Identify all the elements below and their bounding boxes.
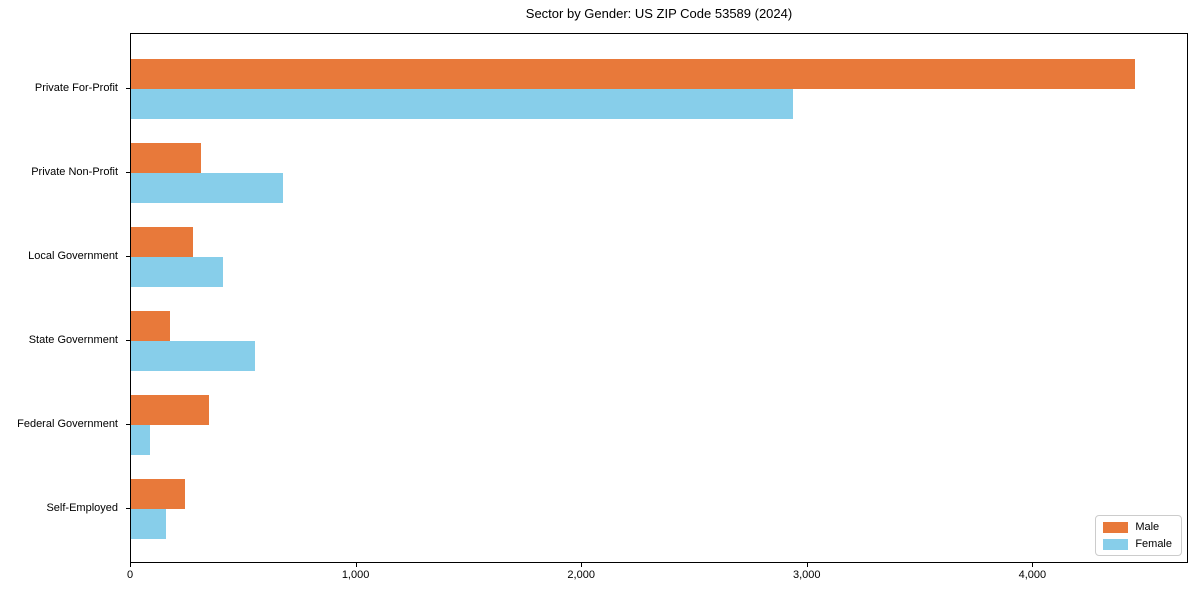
bar-female-3 xyxy=(131,257,224,288)
bar-female-6 xyxy=(131,508,166,539)
legend-item-male: Male xyxy=(1103,521,1172,533)
y-axis-tick xyxy=(126,256,130,258)
x-axis-tick xyxy=(355,563,357,567)
y-axis-tick xyxy=(126,507,130,509)
bar-female-1 xyxy=(131,89,793,120)
y-axis-label: Private Non-Profit xyxy=(31,166,118,179)
bar-male-3 xyxy=(131,227,193,258)
legend-label-female: Female xyxy=(1135,538,1172,550)
x-axis-tick-label: 4,000 xyxy=(1018,569,1047,581)
chart-title: Sector by Gender: US ZIP Code 53589 (202… xyxy=(525,6,793,21)
y-axis-label: State Government xyxy=(28,334,118,346)
x-axis-tick xyxy=(806,563,808,567)
bar-male-5 xyxy=(131,394,209,425)
y-axis-tick xyxy=(126,340,130,341)
x-axis-tick xyxy=(130,563,131,567)
y-axis-tick xyxy=(126,88,130,90)
x-axis-tick-label: 2,000 xyxy=(567,569,595,581)
bar-female-4 xyxy=(131,341,255,371)
bar-male-6 xyxy=(131,478,186,509)
bar-male-2 xyxy=(131,143,201,174)
x-axis-tick xyxy=(581,563,583,567)
y-axis-tick xyxy=(126,172,130,174)
y-axis-label: Self-Employed xyxy=(46,501,118,514)
y-axis-label: Federal Government xyxy=(17,417,118,430)
legend-label-male: Male xyxy=(1135,521,1160,533)
x-axis-tick-label: 3,000 xyxy=(792,569,821,581)
y-axis-label: Local Government xyxy=(28,250,118,263)
bar-female-2 xyxy=(131,173,283,204)
y-axis-label: Private For-Profit xyxy=(34,82,118,95)
x-axis-tick-label: 0 xyxy=(126,569,134,581)
x-axis-tick-label: 1,000 xyxy=(341,569,370,581)
legend-item-female: Female xyxy=(1103,538,1172,550)
male-swatch-icon xyxy=(1103,521,1129,533)
bar-male-4 xyxy=(131,311,171,341)
legend: Male Female xyxy=(1095,515,1182,556)
bar-male-1 xyxy=(131,59,1136,90)
x-axis-tick xyxy=(1032,563,1034,567)
plot-area: Male Female xyxy=(130,33,1188,563)
female-swatch-icon xyxy=(1103,538,1129,550)
bar-female-5 xyxy=(131,424,151,455)
y-axis-tick xyxy=(126,423,130,425)
